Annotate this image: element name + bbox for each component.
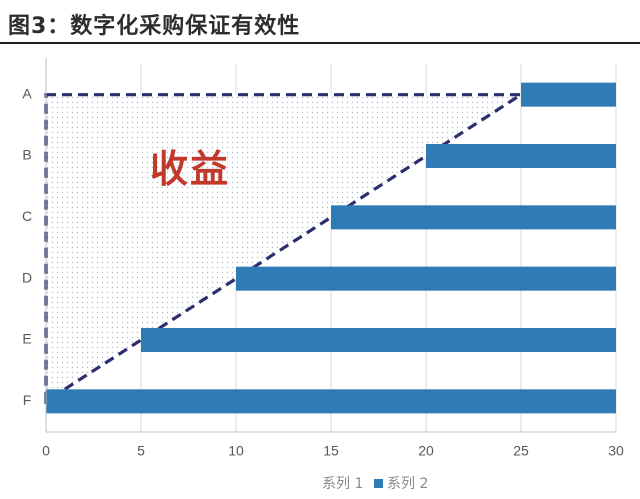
x-tick-label-0: 0 bbox=[42, 443, 50, 459]
benefit-triangle-overlay bbox=[44, 93, 527, 405]
x-tick-label-20: 20 bbox=[418, 443, 434, 459]
bar-E-series-2 bbox=[141, 328, 616, 352]
legend-label-series-1: 系列 1 bbox=[322, 476, 363, 492]
legend-label-series-2: 系列 2 bbox=[387, 476, 428, 492]
bar-A-series-2 bbox=[521, 82, 616, 107]
x-tick-label-10: 10 bbox=[228, 443, 244, 459]
figure-header: 图3：数字化采购保证有效性 bbox=[0, 0, 640, 44]
y-tick-label-A: A bbox=[22, 85, 32, 101]
legend-swatch-series-2 bbox=[374, 479, 383, 488]
title-divider bbox=[0, 42, 640, 44]
y-tick-label-F: F bbox=[23, 392, 32, 408]
x-tick-label-5: 5 bbox=[137, 443, 145, 459]
annotations: 收益 bbox=[150, 147, 230, 191]
axes bbox=[45, 58, 616, 433]
bar-C-series-2 bbox=[331, 205, 616, 230]
tick-labels: A B C D E F 0 5 10 15 20 25 30 bbox=[22, 85, 624, 458]
bar-B-series-2 bbox=[426, 144, 616, 168]
x-tick-label-30: 30 bbox=[608, 443, 624, 459]
y-tick-label-C: C bbox=[22, 208, 32, 224]
bars bbox=[46, 82, 616, 414]
y-tick-label-E: E bbox=[22, 331, 31, 347]
figure-title: 图3：数字化采购保证有效性 bbox=[8, 14, 301, 39]
annotation-benefit: 收益 bbox=[150, 147, 230, 191]
bar-D-series-2 bbox=[236, 266, 616, 291]
x-tick-label-15: 15 bbox=[323, 443, 339, 459]
y-tick-label-D: D bbox=[22, 269, 32, 285]
bar-F-series-2 bbox=[46, 389, 616, 414]
legend: 系列 1 系列 2 bbox=[322, 476, 428, 492]
y-tick-label-B: B bbox=[22, 147, 31, 163]
x-tick-label-25: 25 bbox=[513, 443, 529, 459]
